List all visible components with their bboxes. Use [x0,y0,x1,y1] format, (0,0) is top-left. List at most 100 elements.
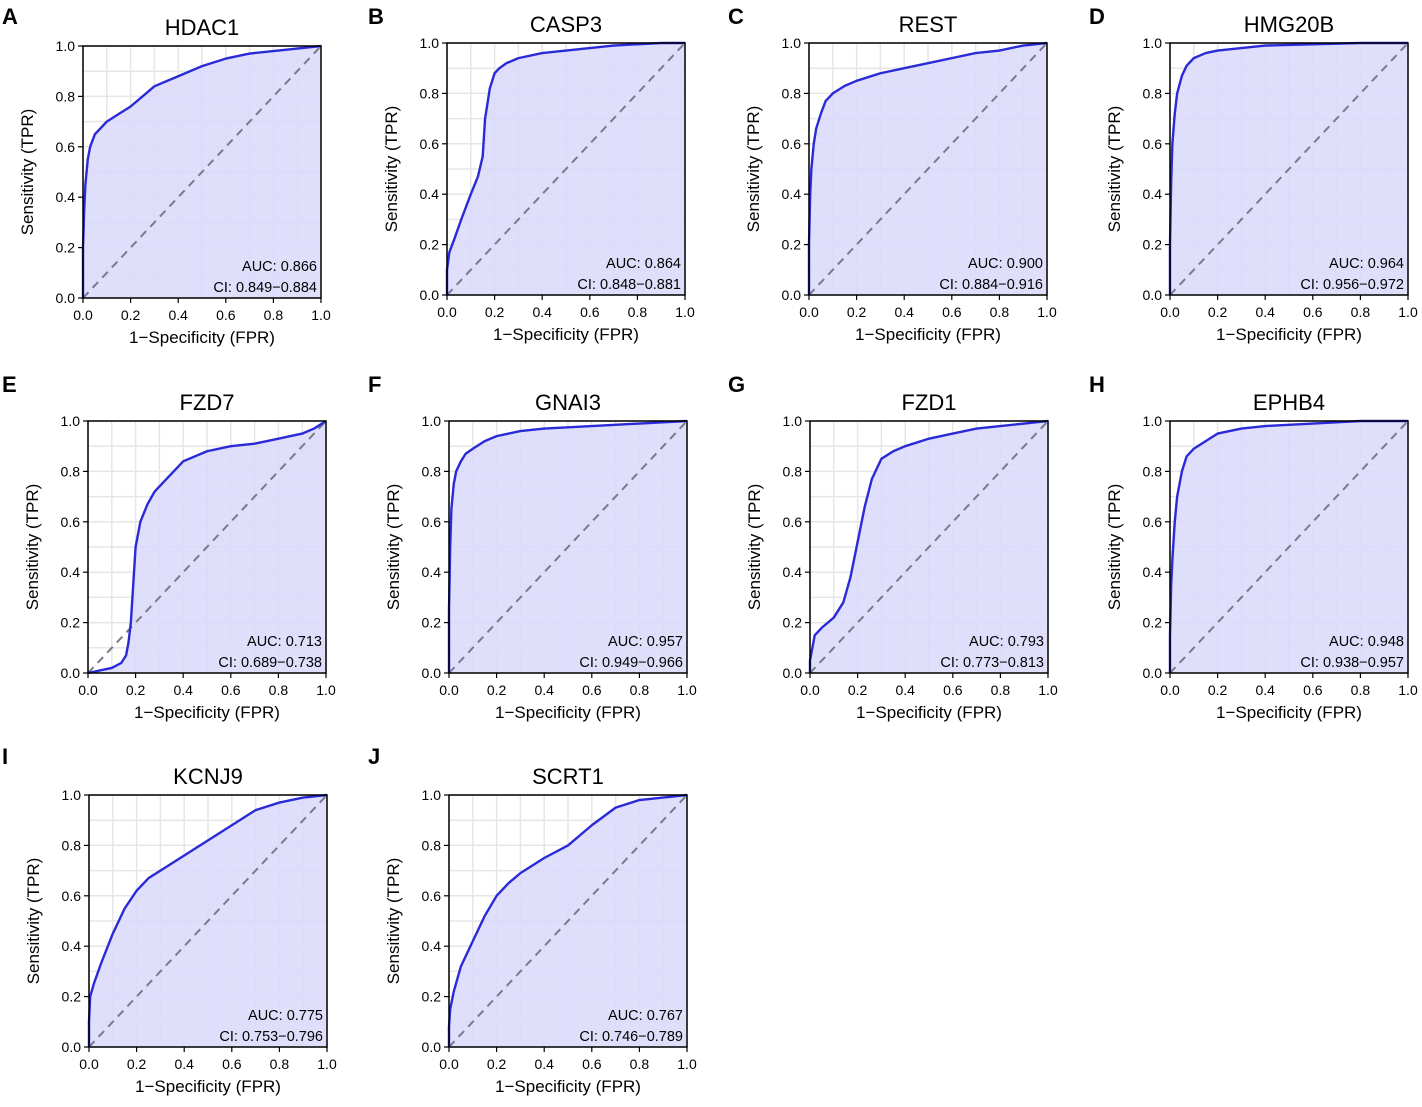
y-axis-label: Sensitivity (TPR) [24,858,43,985]
roc-curve [1168,419,1408,673]
x-tick-label: 0.8 [270,1056,290,1072]
x-tick-label: 0.0 [437,304,457,320]
x-tick-label: 0.4 [168,307,188,323]
panel-letter: C [728,4,744,29]
x-tick-label: 0.4 [534,1056,554,1072]
y-tick-label: 0.0 [1143,287,1163,303]
plot-border [809,420,1049,674]
auc-value: AUC: 0.713 [247,634,322,650]
roc-curve [81,44,322,298]
panel-title: SCRT1 [532,764,604,789]
x-tick-label: 1.0 [675,304,695,320]
y-tick-label: 0.8 [1143,463,1163,479]
ci-value: CI: 0.938−0.957 [1300,655,1404,671]
y-tick-label: 0.8 [56,88,76,104]
y-tick-label: 0.2 [420,237,440,253]
x-axis-label: 1−Specificity (FPR) [855,325,1001,344]
reference-diagonal [448,794,688,1048]
y-tick-label: 0.4 [420,186,440,202]
ci-value: CI: 0.746−0.789 [579,1029,683,1045]
roc-panel-g: G FZD1 0.0 0.2 0.4 0.6 0.8 1.0 0.0 0.2 0.4 0.6 0.8 1.… [728,372,1058,722]
x-tick-label: 0.4 [173,682,193,698]
y-tick-label: 1.0 [422,413,442,429]
y-tick-label: 0.8 [62,837,82,853]
roc-curve [447,793,688,1047]
y-tick-label: 1.0 [422,787,442,803]
reference-diagonal [809,420,1049,674]
x-axis-label: 1−Specificity (FPR) [856,703,1002,722]
x-tick-label: 0.2 [848,682,868,698]
y-tick-label: 0.6 [783,514,803,530]
y-tick-label: 0.2 [1143,615,1163,631]
y-tick-label: 0.6 [1143,136,1163,152]
roc-panel-i: I KCNJ9 0.0 0.2 0.4 0.6 0.8 1.0 0.0 0.2 0.4 0.6 0.8 1… [2,744,337,1096]
x-tick-label: 1.0 [1398,682,1418,698]
y-tick-label: 1.0 [782,35,802,51]
roc-panel-f: F GNAI3 0.0 0.2 0.4 0.6 0.8 1.0 0.0 0.2 0.4 0.6 0.8 1… [368,372,697,722]
plot-border [446,42,686,296]
x-tick-label: 0.2 [1208,682,1228,698]
panel-letter: I [2,744,8,769]
reference-diagonal [82,45,322,299]
roc-panel-a: A HDAC1 0.0 0.2 0.4 0.6 0.8 1.0 0.0 0.2 0.4 0.6 0.8 1… [2,4,331,347]
x-tick-label: 0.0 [439,682,459,698]
x-axis-label: 1−Specificity (FPR) [134,703,280,722]
y-tick-label: 0.4 [422,938,442,954]
x-tick-label: 0.0 [79,1056,99,1072]
x-tick-label: 0.4 [174,1056,194,1072]
y-tick-label: 0.8 [422,837,442,853]
x-tick-label: 0.6 [582,1056,602,1072]
x-tick-label: 0.0 [439,1056,459,1072]
y-axis-label: Sensitivity (TPR) [744,106,763,233]
x-tick-label: 0.0 [73,307,93,323]
panel-letter: D [1089,4,1105,29]
x-tick-label: 0.6 [943,682,963,698]
roc-curve [447,419,688,673]
panel-title: CASP3 [530,12,602,37]
x-tick-label: 0.8 [269,682,289,698]
panel-title: HDAC1 [165,15,240,40]
panel-title: GNAI3 [535,390,601,415]
plot-border [448,420,688,674]
roc-curve [1168,41,1408,295]
x-tick-label: 0.2 [126,682,146,698]
reference-diagonal [87,420,327,674]
panel-letter: H [1089,372,1105,397]
x-tick-label: 0.8 [264,307,284,323]
y-axis-label: Sensitivity (TPR) [745,484,764,611]
x-axis-label: 1−Specificity (FPR) [1216,325,1362,344]
auc-value: AUC: 0.775 [248,1008,323,1024]
y-tick-label: 0.4 [422,564,442,580]
y-tick-label: 0.0 [422,1039,442,1055]
y-tick-label: 0.8 [783,463,803,479]
y-tick-label: 0.2 [782,237,802,253]
ci-value: CI: 0.949−0.966 [579,655,683,671]
roc-curve [87,793,328,1047]
reference-diagonal [446,42,686,296]
panel-title: EPHB4 [1253,390,1325,415]
x-tick-label: 0.0 [78,682,98,698]
plot-border [448,794,688,1048]
x-axis-label: 1−Specificity (FPR) [135,1077,281,1096]
ci-value: CI: 0.849−0.884 [213,280,317,296]
y-tick-label: 0.2 [56,240,76,256]
reference-diagonal [448,420,688,674]
y-tick-label: 1.0 [1143,35,1163,51]
plot-border [808,42,1048,296]
y-tick-label: 1.0 [420,35,440,51]
auc-value: AUC: 0.948 [1329,634,1404,650]
panel-title: FZD1 [902,390,957,415]
x-axis-label: 1−Specificity (FPR) [495,1077,641,1096]
reference-diagonal [1169,42,1409,296]
ci-value: CI: 0.773−0.813 [940,655,1044,671]
y-tick-label: 0.4 [1143,186,1163,202]
x-tick-label: 0.8 [628,304,648,320]
roc-panel-j: J SCRT1 0.0 0.2 0.4 0.6 0.8 1.0 0.0 0.2 0.4 0.6 0.8 1… [368,744,697,1096]
x-tick-label: 0.0 [800,682,820,698]
y-tick-label: 0.4 [782,186,802,202]
roc-panel-d: D HMG20B 0.0 0.2 0.4 0.6 0.8 1.0 0.0 0.2 0.4 0.6 0.8… [1089,4,1418,344]
panel-letter: G [728,372,745,397]
x-tick-label: 0.2 [487,1056,507,1072]
x-tick-label: 0.6 [1303,304,1323,320]
